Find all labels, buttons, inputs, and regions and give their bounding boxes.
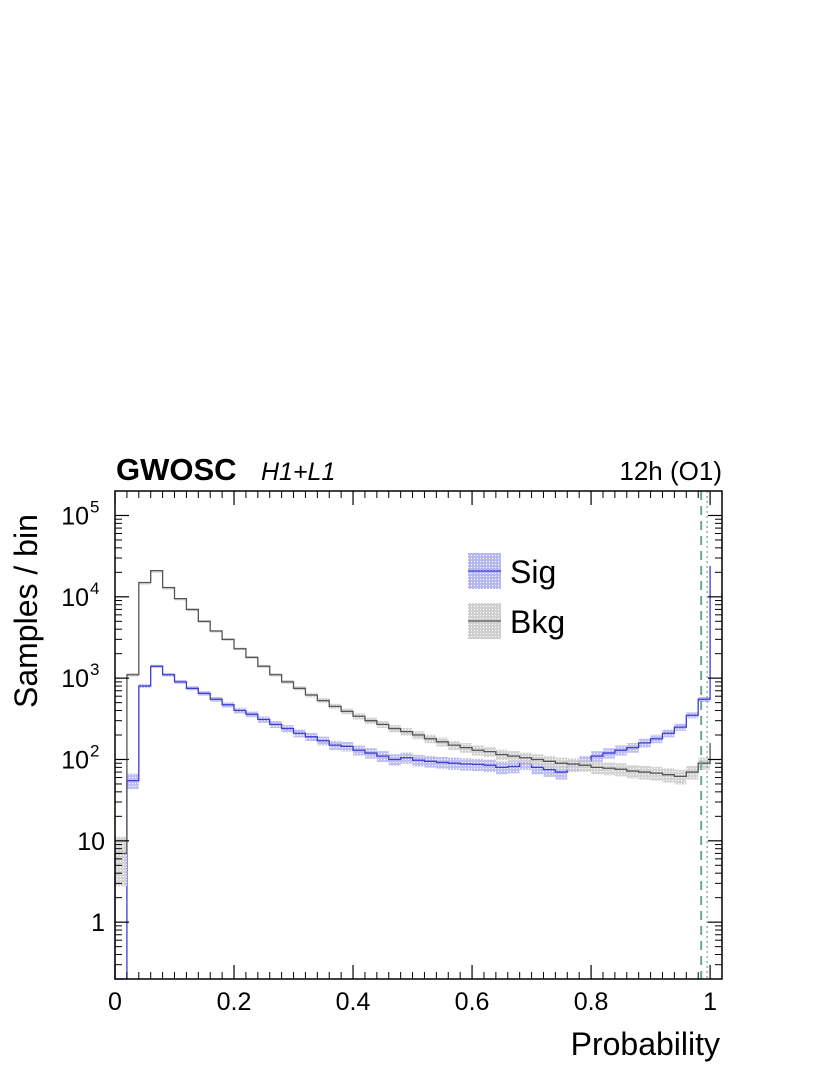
x-tick-label: 0.4 (336, 988, 371, 1016)
band-bkg-44 (638, 765, 651, 780)
y-tick-exponent: 5 (90, 497, 99, 516)
band-bkg-3 (150, 570, 163, 573)
x-axis-label: Probability (570, 1026, 720, 1062)
x-tick-label: 0.2 (217, 988, 252, 1016)
y-tick-exponent: 4 (90, 579, 99, 598)
band-sig-1 (126, 773, 139, 790)
band-bkg-47 (674, 769, 687, 785)
x-tick-label: 0 (108, 988, 122, 1016)
band-sig-37 (555, 765, 568, 780)
y-tick-label: 10 (61, 584, 89, 612)
band-bkg-4 (162, 587, 175, 590)
band-bkg-0 (115, 836, 127, 887)
header-right-label: 12h (O1) (619, 456, 722, 486)
y-tick-exponent: 3 (90, 660, 99, 679)
x-tick-label: 1 (703, 988, 717, 1016)
series-line-bkg (114, 569, 711, 979)
header-subtitle: H1+L1 (261, 458, 336, 486)
band-bkg-5 (174, 598, 187, 601)
y-tick-label: 10 (61, 502, 89, 530)
y-tick-label: 10 (61, 665, 89, 693)
band-bkg-45 (650, 766, 663, 781)
legend-label-bkg: Bkg (510, 604, 565, 640)
y-tick-label: 10 (77, 828, 105, 856)
legend-label-sig: Sig (510, 554, 556, 590)
x-tick-label: 0.8 (574, 988, 609, 1016)
y-tick-label: 1 (91, 909, 105, 937)
series-line-sig (115, 565, 711, 980)
x-tick-label: 0.6 (455, 988, 490, 1016)
y-tick-exponent: 2 (90, 741, 99, 760)
band-bkg-2 (138, 582, 151, 585)
header-title: GWOSC (116, 452, 237, 487)
y-tick-label: 10 (61, 746, 89, 774)
band-bkg-46 (662, 768, 675, 783)
band-bkg-48 (686, 765, 699, 780)
y-axis-label: Samples / bin (8, 514, 44, 708)
